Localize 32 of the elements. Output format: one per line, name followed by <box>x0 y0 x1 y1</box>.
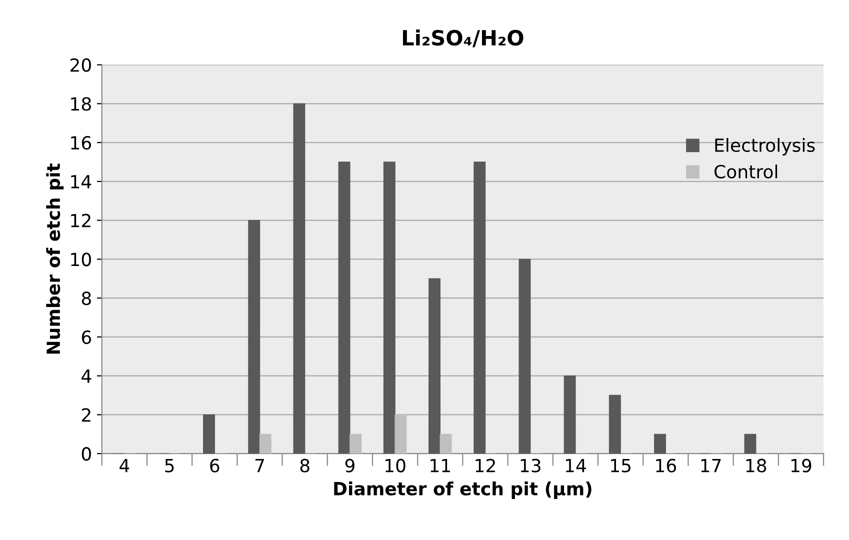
x-tick-label: 12 <box>476 458 495 472</box>
x-tick-label: 11 <box>430 459 450 472</box>
y-axis-title: Number of etch pit <box>46 164 64 354</box>
y-tick-label: 4 <box>82 370 92 383</box>
chart-title: Li₂SO₄/H₂O <box>402 30 524 48</box>
x-tick-label: 14 <box>566 459 586 472</box>
x-tick-label: 9 <box>345 458 354 472</box>
y-tick-label: 0 <box>82 447 91 461</box>
x-tick-label: 18 <box>746 458 766 472</box>
x-axis-title: Diameter of etch pit (µm) <box>334 481 592 499</box>
x-tick-label: 6 <box>210 458 220 472</box>
y-tick-label: 16 <box>71 136 92 150</box>
x-tick-label: 19 <box>791 458 812 472</box>
x-tick-label: 13 <box>520 458 540 472</box>
x-tick-label: 17 <box>701 459 721 472</box>
y-tick-label: 20 <box>70 58 91 72</box>
y-tick-label: 12 <box>71 214 90 228</box>
y-tick-label: 8 <box>82 292 91 306</box>
x-tick-label: 10 <box>386 458 406 472</box>
legend-label: Electrolysis <box>715 138 815 156</box>
x-tick-label: 16 <box>656 458 676 472</box>
x-tick-label: 8 <box>300 458 310 472</box>
y-tick-label: 10 <box>71 252 91 266</box>
y-tick-label: 14 <box>71 175 92 188</box>
x-tick-label: 4 <box>120 459 130 472</box>
y-tick-label: 6 <box>82 330 92 344</box>
x-tick-label: 15 <box>611 459 630 472</box>
legend-label: Control <box>714 164 778 178</box>
y-tick-label: 18 <box>71 97 91 111</box>
x-tick-label: 7 <box>255 459 264 472</box>
x-tick-label: 5 <box>165 459 174 472</box>
y-tick-label: 2 <box>82 408 90 422</box>
